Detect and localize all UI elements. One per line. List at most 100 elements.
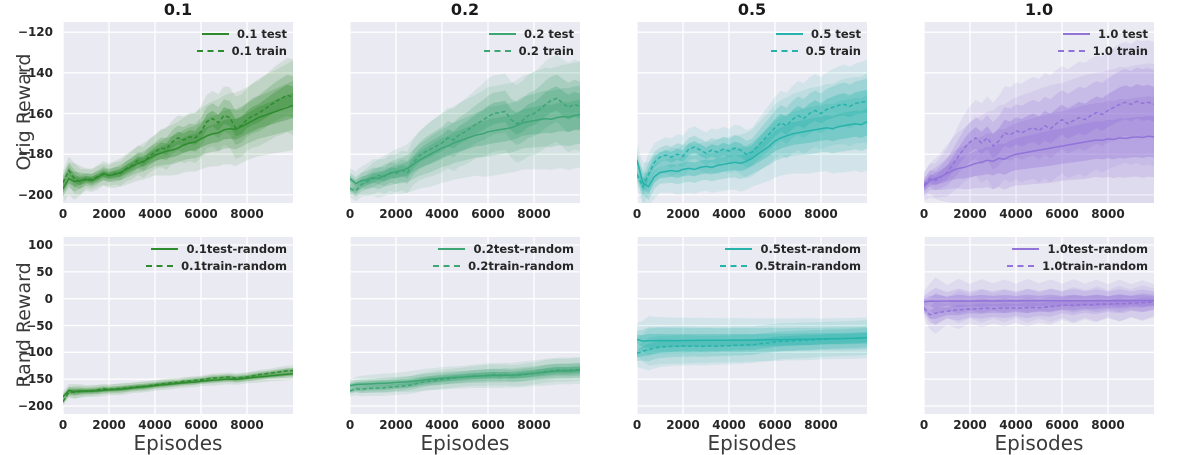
x-tick-labels: 0 2000 4000 6000 8000	[346, 418, 580, 432]
series-line-solid	[924, 299, 1154, 303]
confidence-band	[350, 99, 580, 188]
x-tick-label: 4000	[999, 418, 1033, 432]
series-line-dashed	[63, 369, 293, 403]
y-tick-labels-row-0: −120 −140 −160 −180 −200	[0, 22, 58, 203]
x-tick-label: 0	[919, 207, 929, 221]
y-tick-label: −120	[17, 25, 53, 40]
legend-label: 1.0train-random	[1042, 259, 1148, 273]
confidence-band	[350, 86, 580, 194]
legend-entry: 1.0test-random	[1012, 242, 1148, 256]
series-line-solid	[924, 135, 1154, 188]
plot-canvas	[924, 237, 1154, 414]
y-tick-label: −160	[17, 106, 53, 121]
dashed-line-icon	[146, 265, 174, 267]
legend-label: 1.0test-random	[1047, 242, 1148, 256]
plot-1.0-rand-reward: Episodes 1.0test-random 1.0train-random 0 2…	[920, 237, 1154, 455]
confidence-band	[637, 89, 867, 192]
dashed-line-icon	[770, 50, 798, 52]
legend-entry: 1.0train-random	[1007, 259, 1148, 273]
plot-canvas	[350, 237, 580, 414]
solid-line-icon	[775, 33, 803, 35]
x-tick-label: 0	[58, 207, 68, 221]
plot-canvas	[924, 22, 1154, 203]
legend-label: 0.5test-random	[760, 242, 861, 256]
confidence-band	[350, 55, 580, 202]
legend-label: 0.1test-random	[186, 242, 287, 256]
y-tick-label: −200	[17, 398, 53, 413]
plot-canvas	[350, 22, 580, 203]
confidence-band	[350, 366, 580, 393]
legend-label: 0.5train-random	[755, 259, 861, 273]
confidence-band	[350, 363, 580, 394]
solid-line-icon	[1012, 248, 1040, 250]
series-line-solid	[350, 113, 580, 185]
confidence-band	[924, 39, 1154, 198]
series-line-solid	[63, 373, 293, 398]
x-tick-label: 8000	[517, 207, 551, 221]
y-tick-label: 100	[27, 238, 53, 253]
confidence-band	[63, 60, 293, 203]
legend-label: 0.1train-random	[181, 259, 287, 273]
series-line-dashed	[924, 100, 1154, 186]
legend: 1.0 test 1.0 train	[1057, 27, 1148, 58]
confidence-band	[350, 61, 580, 198]
legend: 0.1test-random 0.1train-random	[146, 242, 287, 273]
x-tick-label: 0	[632, 207, 642, 221]
solid-line-icon	[725, 248, 753, 250]
x-tick-labels: 0 2000 4000 6000 8000	[920, 418, 1154, 432]
x-tick-label: 0	[58, 418, 68, 432]
x-tick-label: 8000	[1091, 418, 1125, 432]
legend: 0.5 test 0.5 train	[770, 27, 861, 58]
x-tick-label: 0	[919, 418, 929, 432]
x-tick-label: 4000	[138, 207, 172, 221]
series-line-solid	[350, 369, 580, 387]
plot-0.5-orig-reward: 0.5 0.5 test 0.5 train 0 2000 4000 6000 8000	[633, 0, 867, 221]
solid-line-icon	[438, 248, 466, 250]
plot-canvas	[637, 22, 867, 203]
confidence-band	[350, 356, 580, 393]
y-tick-labels-row-1: 100 50 0 −50 −100 −150 −200	[0, 237, 58, 414]
plot-0.1-rand-reward: Episodes 0.1test-random 0.1train-random 0 2…	[59, 237, 293, 455]
x-tick-label: 8000	[804, 418, 838, 432]
x-tick-label: 2000	[666, 207, 700, 221]
legend-entry: 0.5 test	[775, 27, 861, 41]
confidence-band	[350, 74, 580, 197]
solid-line-icon	[1062, 33, 1090, 35]
plot-0.1-orig-reward: 0.1 0.1 test 0.1 train 0 2000 4000 6000 8000	[59, 0, 293, 221]
y-tick-label: −180	[17, 147, 53, 162]
confidence-band	[924, 67, 1154, 192]
x-axis-label: Episodes	[133, 431, 223, 455]
legend-label: 1.0 train	[1092, 44, 1148, 58]
x-tick-label: 8000	[1091, 207, 1125, 221]
plot-1.0-orig-reward: 1.0 1.0 test 1.0 train 0 2000 4000 6000 8000	[920, 0, 1154, 221]
x-tick-labels: 0 2000 4000 6000 8000	[346, 207, 580, 221]
y-tick-label: −140	[17, 65, 53, 80]
dashed-line-icon	[1007, 265, 1035, 267]
legend: 0.5test-random 0.5train-random	[720, 242, 861, 273]
series-line-solid	[637, 121, 867, 188]
dashed-line-icon	[483, 50, 511, 52]
plot-0.2-rand-reward: Episodes 0.2test-random 0.2train-random 0 2…	[346, 237, 580, 455]
legend-label: 1.0 test	[1097, 27, 1148, 41]
confidence-band	[637, 59, 867, 203]
x-tick-label: 8000	[517, 418, 551, 432]
confidence-band	[63, 92, 293, 193]
confidence-band	[63, 367, 293, 405]
confidence-band	[637, 320, 867, 371]
legend-entry: 1.0 test	[1062, 27, 1148, 41]
legend-entry: 0.5train-random	[720, 259, 861, 273]
x-tick-label: 8000	[804, 207, 838, 221]
y-tick-label: −150	[17, 372, 53, 387]
legend-entry: 0.2train-random	[433, 259, 574, 273]
series-line-solid	[637, 337, 867, 342]
x-tick-labels: 0 2000 4000 6000 8000	[59, 207, 293, 221]
legend-entry: 1.0 train	[1057, 44, 1148, 58]
x-tick-label: 2000	[92, 207, 126, 221]
legend-entry: 0.5test-random	[725, 242, 861, 256]
x-tick-label: 6000	[184, 207, 218, 221]
x-tick-label: 2000	[379, 418, 413, 432]
confidence-band	[63, 74, 293, 190]
series-line-dashed	[637, 100, 867, 189]
x-tick-label: 0	[632, 418, 642, 432]
x-tick-label: 4000	[425, 418, 459, 432]
